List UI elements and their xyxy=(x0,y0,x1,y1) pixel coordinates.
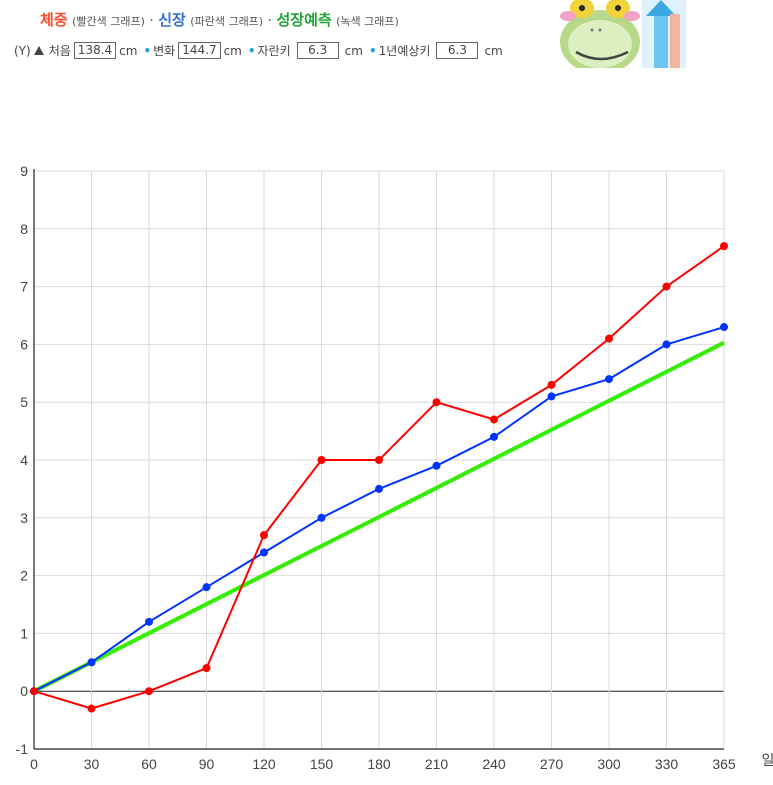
mascot-eye xyxy=(615,5,621,11)
y-tick-label: 3 xyxy=(20,510,28,526)
weight-data-point xyxy=(87,704,96,713)
height-data-point xyxy=(145,617,153,626)
height-data-point xyxy=(375,484,383,493)
height-data-point xyxy=(260,548,268,557)
y-tick-label: 0 xyxy=(20,683,28,699)
height-data-point xyxy=(317,513,326,522)
series-layer xyxy=(30,242,728,713)
weight-data-point xyxy=(202,664,211,673)
mascot-mouth xyxy=(575,50,629,61)
x-tick-label: 365 xyxy=(712,756,736,772)
weight-data-point xyxy=(605,334,613,343)
mascot-nostril xyxy=(598,28,602,32)
y-tick-label: 8 xyxy=(20,221,28,237)
mascot-cheek xyxy=(624,11,640,21)
change-value-box: 144.7 xyxy=(178,42,221,59)
height-data-point xyxy=(605,375,613,384)
x-axis-title: 일 xyxy=(762,753,773,769)
legend-title: 체중 (빨간색 그래프) · 신장 (파란색 그래프) · 성장예측 (녹색 그… xyxy=(40,9,399,30)
x-tick-label: 90 xyxy=(199,756,215,772)
weight-data-point xyxy=(260,531,268,540)
x-tick-label: 300 xyxy=(597,756,621,772)
height-data-point xyxy=(547,392,556,401)
x-tick-label: 60 xyxy=(141,756,157,772)
y-tick-label: 4 xyxy=(20,452,28,468)
y-tick-label: 2 xyxy=(20,568,28,584)
height-data-point xyxy=(720,323,728,332)
weight-data-point xyxy=(720,242,728,251)
predict-series-line xyxy=(33,340,725,693)
start-value-box: 138.4 xyxy=(73,42,117,59)
x-tick-label: 150 xyxy=(310,756,334,772)
orange-bar xyxy=(670,14,680,68)
unit-label: cm xyxy=(484,43,503,58)
up-arrow-shaft xyxy=(654,14,668,68)
weight-data-point xyxy=(145,687,153,696)
predict-legend-label: 성장예측 xyxy=(276,11,332,29)
year-prediction-box: 6.3 xyxy=(436,42,479,59)
weight-legend-note: (빨간색 그래프) xyxy=(72,15,145,28)
bullet-icon: • xyxy=(143,43,152,58)
height-data-point xyxy=(202,583,211,592)
weight-data-point xyxy=(662,282,671,291)
grown-height-label: 자란키 xyxy=(257,44,291,58)
weight-data-point xyxy=(375,456,383,464)
mascot-face xyxy=(568,20,632,68)
y-tick-label: 6 xyxy=(20,336,28,352)
mascot-eye xyxy=(579,5,585,11)
x-tick-label: 180 xyxy=(367,756,391,772)
x-tick-label: 30 xyxy=(84,756,100,772)
height-data-point xyxy=(87,658,96,667)
height-data-point xyxy=(432,461,441,470)
height-legend-label: 신장 xyxy=(158,11,186,29)
y-tick-label: 5 xyxy=(20,394,28,410)
x-tick-label: 210 xyxy=(425,756,449,772)
bullet-icon: • xyxy=(247,43,256,58)
unit-label: cm xyxy=(119,43,138,58)
mascot-image xyxy=(560,0,686,68)
legend-separator: · xyxy=(149,13,154,29)
growth-info-row: (Y) 처음 138.4 cm • 변화 144.7 cm • 자란키 6.3 … xyxy=(14,42,503,59)
y-tick-label: 7 xyxy=(20,279,28,295)
year-prediction-label: 1년예상키 xyxy=(378,44,431,58)
x-tick-label: 0 xyxy=(30,756,38,772)
chart-header: 체중 (빨간색 그래프) · 신장 (파란색 그래프) · 성장예측 (녹색 그… xyxy=(0,0,773,70)
x-tick-label: 120 xyxy=(252,756,276,772)
weight-legend-label: 체중 xyxy=(40,11,68,29)
start-label: 처음 xyxy=(48,44,71,58)
x-tick-label: 240 xyxy=(482,756,506,772)
legend-separator: · xyxy=(267,13,273,29)
predict-legend-note: (녹색 그래프) xyxy=(336,15,399,28)
change-label: 변화 xyxy=(153,44,176,58)
y-axis-tag: (Y) xyxy=(14,43,31,58)
mascot-cheek xyxy=(560,11,576,21)
height-data-point xyxy=(490,432,498,441)
unit-label: cm xyxy=(223,43,242,58)
y-tick-label: -1 xyxy=(16,741,29,757)
y-tick-label: 1 xyxy=(20,625,28,641)
y-tick-label: 9 xyxy=(20,163,28,179)
bullet-icon: • xyxy=(368,43,377,58)
weight-data-point xyxy=(30,687,38,696)
up-arrow-icon xyxy=(33,46,44,55)
x-tick-label: 330 xyxy=(655,756,679,772)
weight-data-point xyxy=(547,380,556,389)
height-legend-note: (파란색 그래프) xyxy=(190,15,264,28)
weight-data-point xyxy=(432,398,441,407)
up-arrow-head xyxy=(646,0,676,16)
weight-data-point xyxy=(490,415,498,424)
x-tick-label: 270 xyxy=(540,756,564,772)
weight-data-point xyxy=(317,456,326,464)
unit-label: cm xyxy=(344,43,363,58)
mascot-nostril xyxy=(590,28,594,32)
grown-height-box: 6.3 xyxy=(296,42,339,59)
height-data-point xyxy=(662,340,671,349)
